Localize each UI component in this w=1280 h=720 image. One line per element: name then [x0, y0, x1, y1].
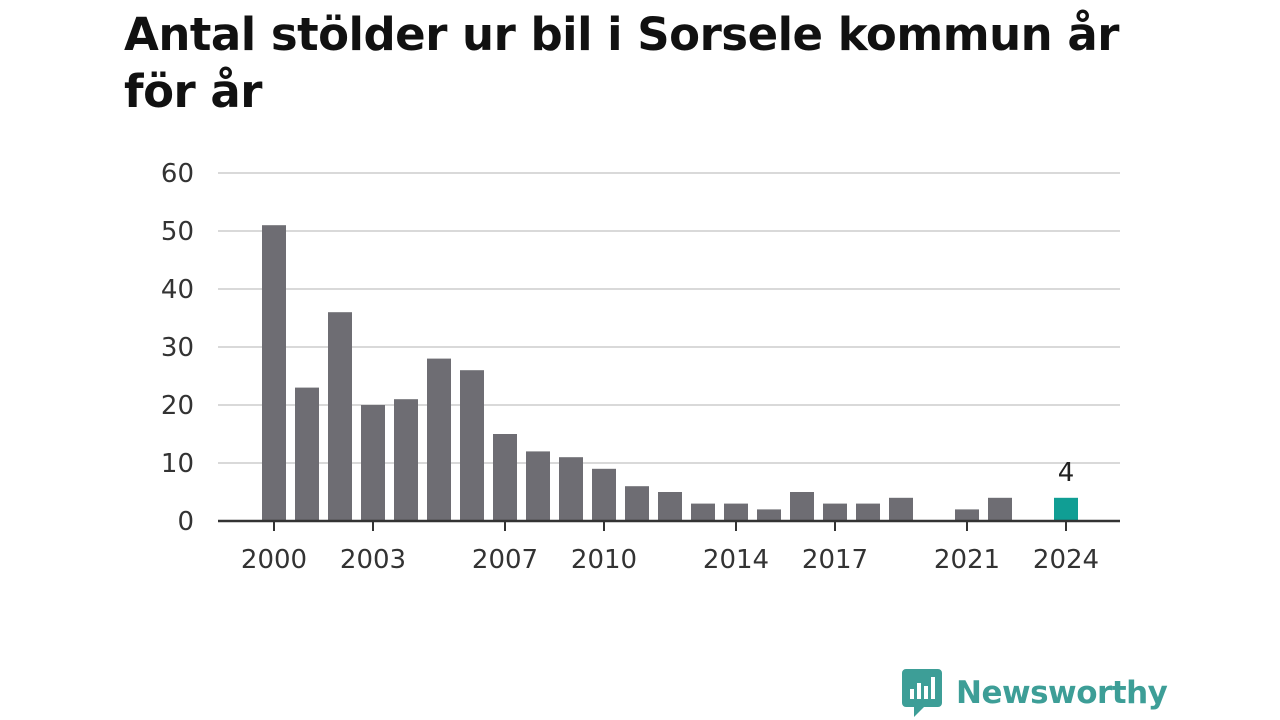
x-tick-labels: 2000 2003 2007 2010 2014 2017 2021 2024 — [241, 545, 1099, 575]
y-tick-label: 30 — [161, 333, 194, 363]
x-tick-label: 2003 — [340, 545, 406, 575]
bar — [988, 497, 1012, 521]
bar — [394, 399, 418, 521]
newsworthy-chart-bubble-icon — [902, 669, 942, 717]
bar — [856, 503, 880, 521]
logo-text: Newsworthy — [956, 675, 1168, 711]
bar — [625, 486, 649, 521]
newsworthy-logo[interactable]: Newsworthy — [902, 668, 1168, 718]
x-tick-label: 2024 — [1033, 545, 1099, 575]
x-axis — [218, 519, 1120, 531]
bar — [955, 509, 979, 521]
bar — [526, 451, 550, 521]
y-tick-label: 0 — [177, 507, 194, 537]
bar — [790, 492, 814, 521]
bar — [658, 492, 682, 521]
gridlines — [218, 172, 1120, 464]
data-label: 4 — [1058, 458, 1075, 488]
x-tick-label: 2014 — [703, 545, 769, 575]
bar — [493, 434, 517, 521]
x-tick-label: 2021 — [934, 545, 1000, 575]
bar — [823, 503, 847, 521]
bar — [295, 387, 319, 521]
chart-title: Antal stölder ur bil i Sorsele kommun år… — [124, 8, 1119, 118]
bar — [328, 312, 352, 521]
bar — [427, 358, 451, 521]
y-tick-label: 50 — [161, 217, 194, 247]
bar — [559, 457, 583, 521]
data-labels: 4 — [1058, 458, 1075, 488]
y-tick-label: 10 — [161, 449, 194, 479]
bar — [889, 497, 913, 521]
bar — [262, 225, 286, 521]
x-tick-label: 2000 — [241, 545, 307, 575]
bar — [691, 503, 715, 521]
y-tick-label: 20 — [161, 391, 194, 421]
x-tick-label: 2010 — [571, 545, 637, 575]
bar-highlight — [1054, 497, 1078, 521]
x-tick-label: 2017 — [802, 545, 868, 575]
bar — [460, 370, 484, 521]
y-tick-label: 60 — [161, 159, 194, 189]
bar — [724, 503, 748, 521]
y-tick-labels: 0 10 20 30 40 50 60 — [161, 159, 194, 537]
bars — [262, 225, 1078, 521]
x-tick-label: 2007 — [472, 545, 538, 575]
bar — [757, 509, 781, 521]
bar — [592, 468, 616, 521]
bar — [361, 405, 385, 521]
y-tick-label: 40 — [161, 275, 194, 305]
